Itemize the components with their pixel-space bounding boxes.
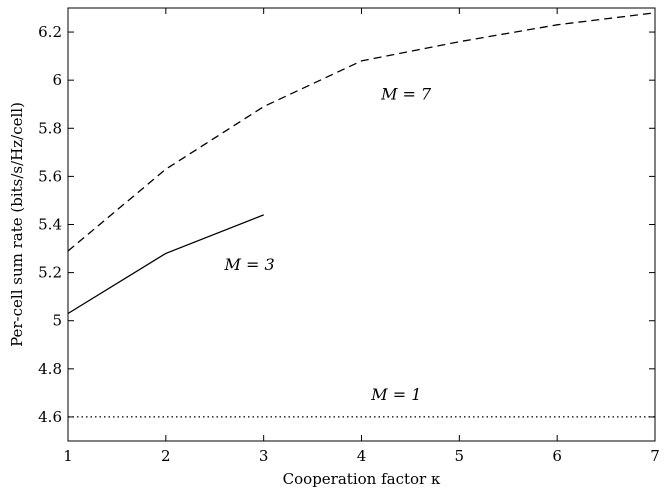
series-line-1 — [67, 214, 264, 315]
x-axis: 1 2 3 4 5 6 7 — [63, 8, 660, 465]
x-tick-label: 4 — [357, 447, 367, 465]
y-tick-label: 5.6 — [38, 167, 62, 185]
series-label: M = 3 — [224, 255, 275, 274]
series-label: M = 1 — [370, 385, 421, 404]
y-tick-label: 5.8 — [38, 119, 62, 137]
x-axis-title: Cooperation factor κ — [283, 470, 441, 488]
x-tick-label: 6 — [552, 447, 562, 465]
y-tick-label: 5.2 — [38, 264, 62, 282]
x-tick-label: 5 — [455, 447, 465, 465]
plot-area — [67, 7, 656, 442]
y-tick-label: 5.4 — [38, 216, 62, 234]
y-tick-label: 6 — [52, 71, 62, 89]
x-tick-label: 7 — [650, 447, 660, 465]
y-tick-label: 4.6 — [38, 408, 62, 426]
y-axis: 4.6 4.8 5 5.2 5.4 5.6 5.8 6 6.2 — [38, 23, 655, 426]
y-tick-label: 4.8 — [38, 360, 62, 378]
x-tick-label: 3 — [259, 447, 269, 465]
x-tick-label: 1 — [63, 447, 73, 465]
y-axis-title: Per-cell sum rate (bits/s/Hz/cell) — [8, 102, 26, 347]
annotations: M = 7 M = 3 M = 1 — [224, 84, 432, 404]
series-label: M = 7 — [380, 84, 432, 103]
series-line-0 — [67, 12, 656, 252]
y-tick-label: 5 — [52, 312, 62, 330]
x-tick-label: 2 — [161, 447, 171, 465]
y-tick-label: 6.2 — [38, 23, 62, 41]
series-group — [67, 12, 656, 418]
